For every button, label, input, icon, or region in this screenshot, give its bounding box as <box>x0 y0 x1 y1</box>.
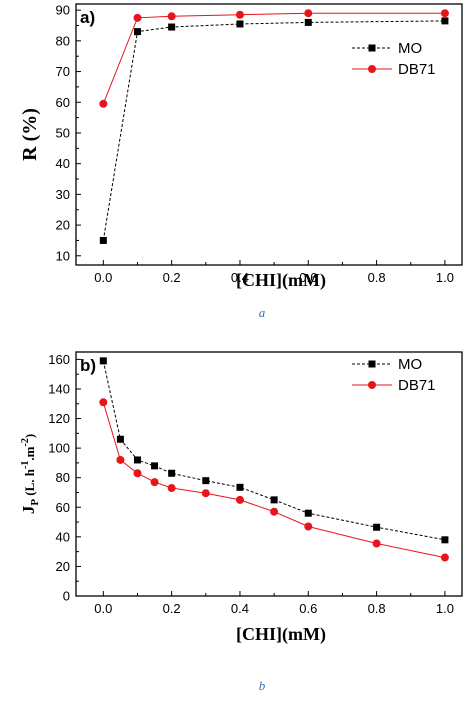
y-tick-label: 120 <box>48 411 70 426</box>
x-tick-label: 0.8 <box>368 270 386 285</box>
x-tick-label: 0.8 <box>368 601 386 616</box>
data-point-mo <box>236 20 244 28</box>
panel-label: a) <box>80 8 95 27</box>
data-point-mo <box>373 523 381 531</box>
series-line-mo <box>102 20 445 241</box>
x-tick-label: 1.0 <box>436 601 454 616</box>
x-tick-label: 0.6 <box>299 601 317 616</box>
x-tick-label: 0.6 <box>299 270 317 285</box>
figure-caption: a <box>259 305 266 320</box>
data-point-mo <box>441 17 449 25</box>
data-point-mo <box>168 469 176 477</box>
panel-label: b) <box>80 356 96 375</box>
legend-marker <box>368 360 376 368</box>
legend-marker <box>368 44 376 52</box>
data-point-db71 <box>440 9 449 18</box>
legend-label-mo: MO <box>398 40 422 57</box>
data-point-mo <box>202 477 210 485</box>
data-point-mo <box>270 496 278 504</box>
data-point-mo <box>236 483 244 491</box>
data-point-db71 <box>304 9 313 18</box>
series-line-db71 <box>102 12 445 104</box>
y-tick-label: 80 <box>56 33 70 48</box>
y-axis-title: R (%) <box>19 108 41 161</box>
data-point-mo <box>99 357 107 365</box>
data-point-db71 <box>99 99 108 108</box>
legend-label-db71: DB71 <box>398 377 436 394</box>
x-tick-label: 0.0 <box>94 270 112 285</box>
data-point-mo <box>304 509 312 517</box>
y-tick-label: 0 <box>63 589 70 604</box>
data-point-db71 <box>99 398 108 407</box>
legend-marker <box>368 65 376 73</box>
y-tick-label: 100 <box>48 441 70 456</box>
y-tick-label: 40 <box>56 529 70 544</box>
data-point-db71 <box>235 10 244 19</box>
data-point-mo <box>151 462 159 470</box>
y-tick-label: 60 <box>56 95 70 110</box>
y-tick-label: 160 <box>48 352 70 367</box>
y-tick-label: 40 <box>56 156 70 171</box>
data-point-db71 <box>440 553 449 562</box>
plot-frame <box>75 3 463 266</box>
legend-label-db71: DB71 <box>398 61 436 78</box>
y-tick-label: 90 <box>56 3 70 18</box>
x-tick-label: 0.4 <box>231 270 249 285</box>
data-point-db71 <box>270 507 279 516</box>
y-tick-label: 20 <box>56 559 70 574</box>
y-tick-label: 30 <box>56 187 70 202</box>
y-tick-label: 80 <box>56 470 70 485</box>
x-axis-title: [CHI](mM) <box>236 624 326 645</box>
data-point-mo <box>133 28 141 36</box>
x-tick-label: 1.0 <box>436 270 454 285</box>
y-tick-label: 60 <box>56 500 70 515</box>
y-tick-label: 10 <box>56 248 70 263</box>
data-point-db71 <box>167 12 176 21</box>
data-point-mo <box>116 435 124 443</box>
data-point-mo <box>99 236 107 244</box>
figure-caption: b <box>259 678 266 693</box>
x-tick-label: 0.0 <box>94 601 112 616</box>
y-tick-label: 20 <box>56 218 70 233</box>
chart-panel-a: 0.0 0.2 0.4 0.6 0.8 1.0 10 20 30 40 50 60 70 80 90 a) [C… <box>19 3 463 320</box>
data-point-db71 <box>116 455 125 464</box>
y-tick-label: 50 <box>56 125 70 140</box>
data-point-mo <box>441 536 449 544</box>
legend-marker <box>368 381 376 389</box>
data-point-db71 <box>201 489 210 498</box>
data-point-mo <box>133 456 141 464</box>
legend-label-mo: MO <box>398 356 422 373</box>
y-axis-title: JP (L. h-1.m-2) <box>19 434 41 514</box>
data-point-db71 <box>304 522 313 531</box>
data-point-db71 <box>150 478 159 487</box>
data-point-db71 <box>133 469 142 478</box>
data-point-db71 <box>372 539 381 548</box>
chart-panel-b: 0.0 0.2 0.4 0.6 0.8 1.0 0 20 40 60 80 100 120 140 160 b… <box>19 351 463 693</box>
x-tick-label: 0.2 <box>163 601 181 616</box>
x-tick-label: 0.4 <box>231 601 249 616</box>
data-point-db71 <box>133 13 142 22</box>
data-point-mo <box>304 18 312 26</box>
x-tick-label: 0.2 <box>163 270 181 285</box>
data-point-mo <box>168 23 176 31</box>
data-point-db71 <box>235 495 244 504</box>
y-tick-label: 70 <box>56 64 70 79</box>
y-tick-label: 140 <box>48 381 70 396</box>
plot-frame <box>75 351 463 597</box>
data-point-db71 <box>167 484 176 493</box>
x-axis-title: [CHI](mM) <box>236 270 326 291</box>
